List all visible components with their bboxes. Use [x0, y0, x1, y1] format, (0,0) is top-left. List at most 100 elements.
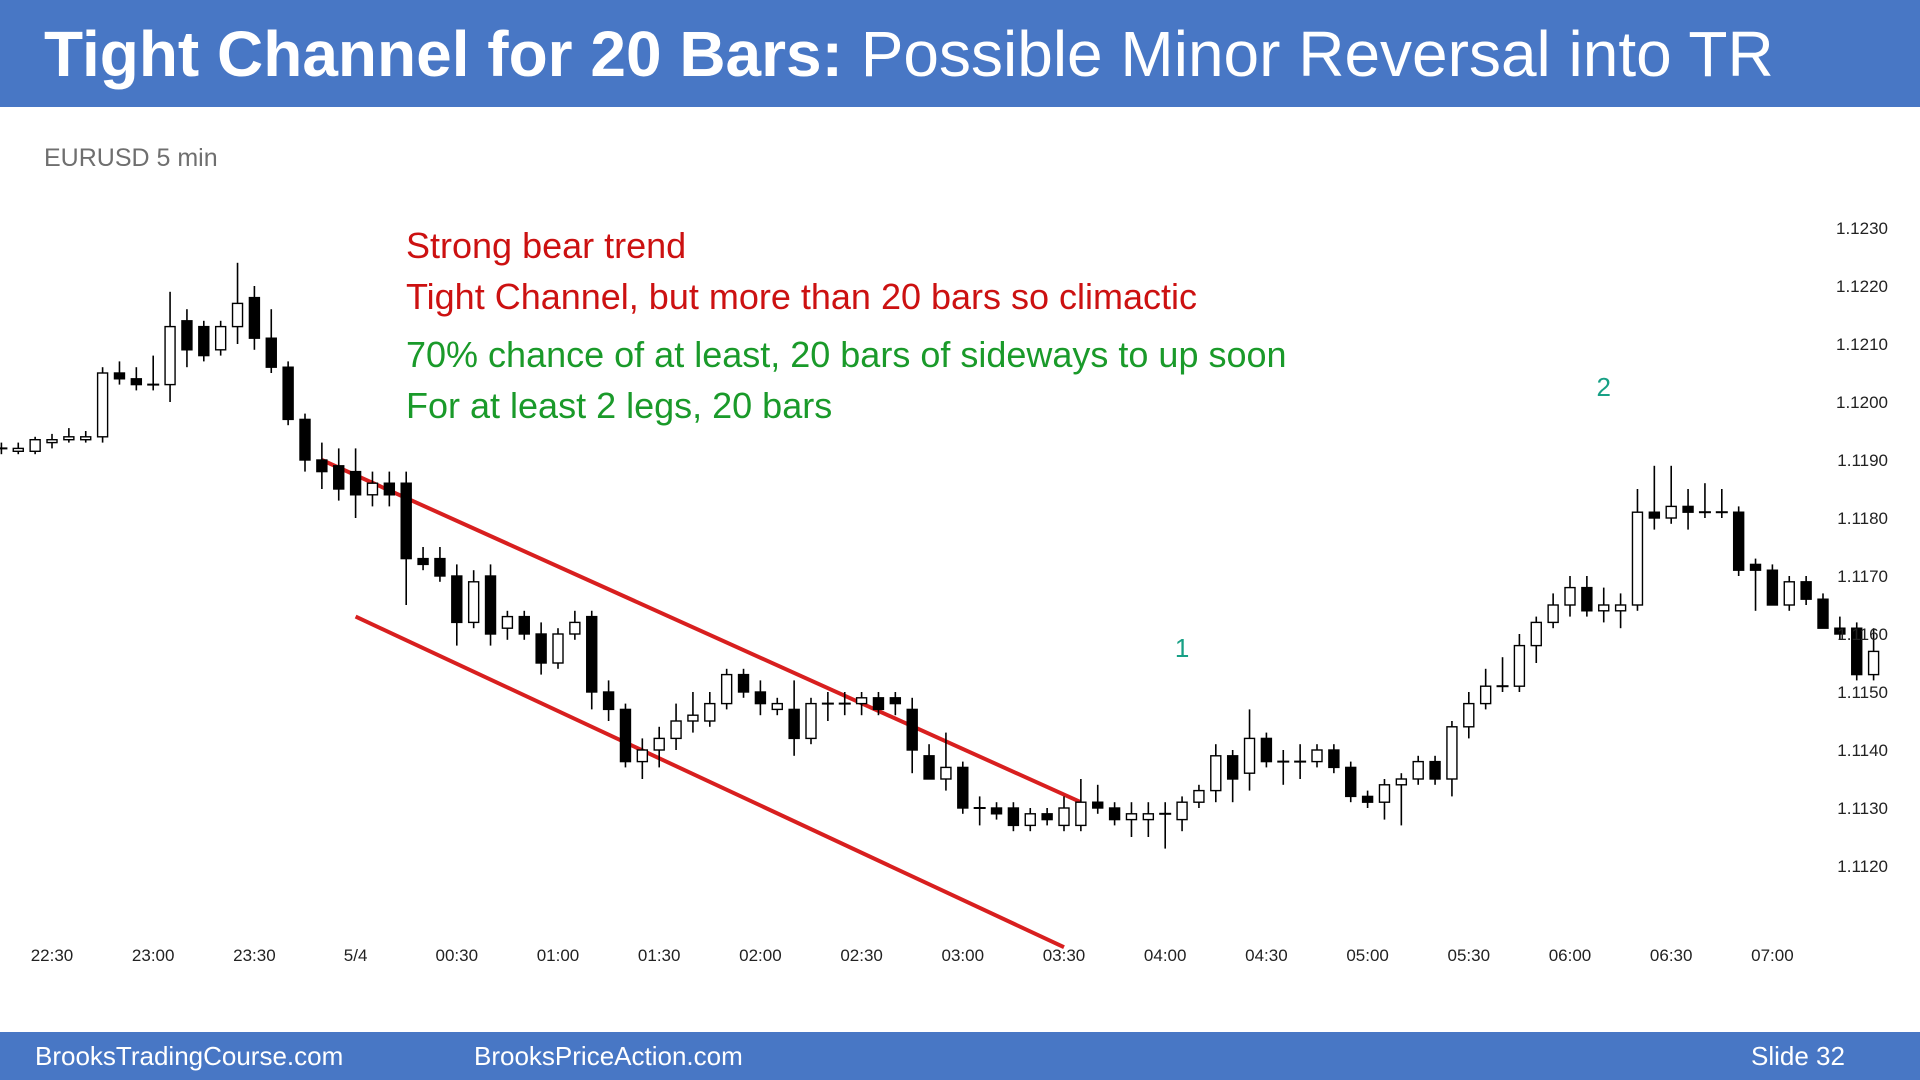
candle-body — [805, 702, 817, 740]
candle — [333, 448, 345, 501]
candle-body — [1817, 598, 1829, 629]
candle-body — [1749, 563, 1762, 571]
candle-body — [96, 372, 109, 438]
candle-body — [552, 633, 564, 664]
candle-body — [467, 581, 480, 624]
candle-body — [1800, 581, 1812, 600]
candle — [1867, 628, 1880, 681]
candle-body — [1783, 581, 1795, 606]
slide-number: Slide 32 — [1751, 1041, 1845, 1071]
candle — [0, 442, 8, 455]
candle-body — [1513, 644, 1526, 687]
candle-body — [737, 673, 750, 693]
annotation-text: For at least 2 legs, 20 bars — [406, 385, 832, 426]
candle — [1311, 744, 1323, 768]
candle-body — [771, 702, 783, 711]
candle-body — [1328, 749, 1340, 769]
candle — [1092, 784, 1104, 814]
candle-body — [1007, 807, 1020, 827]
candle — [1058, 796, 1070, 832]
candle — [1193, 784, 1205, 808]
candle-body — [940, 766, 952, 780]
candle-body — [1665, 505, 1677, 519]
candle — [400, 471, 412, 605]
candle-body — [181, 320, 193, 351]
candle-body — [788, 708, 800, 740]
channel-upper-line — [321, 458, 1082, 805]
leg-labels: 12 — [1175, 372, 1611, 663]
candle — [1024, 808, 1036, 832]
candle — [670, 703, 682, 750]
candle-body — [366, 482, 379, 496]
candle — [80, 431, 92, 443]
candle-body — [889, 697, 902, 705]
candle-body — [12, 447, 24, 452]
candle — [130, 367, 143, 391]
candle — [923, 744, 935, 780]
y-tick-label: 1.1170 — [1837, 567, 1888, 586]
candle — [1463, 692, 1475, 739]
candle — [1361, 790, 1374, 808]
candle-body — [316, 459, 328, 473]
candle — [1142, 802, 1155, 837]
candle-body — [1092, 801, 1104, 809]
candle — [1834, 616, 1846, 640]
annotation-text: Strong bear trend — [406, 225, 686, 266]
x-tick-label: 02:00 — [739, 946, 782, 965]
candle-body — [1682, 505, 1694, 513]
candle-body — [349, 470, 362, 496]
candle-body — [451, 575, 463, 624]
candle — [299, 413, 311, 472]
x-tick-label: 01:30 — [638, 946, 681, 965]
x-tick-label: 03:30 — [1043, 946, 1086, 965]
candle-body — [282, 366, 294, 421]
candle-body — [501, 615, 514, 629]
y-axis: 1.1230 1.1220 1.1210 1.1200 1.1190 1.1180 1.11… — [1836, 219, 1888, 876]
x-tick-label: 00:30 — [436, 946, 479, 965]
x-tick-label: 23:00 — [132, 946, 175, 965]
candle — [906, 697, 918, 774]
candle-body — [1193, 789, 1205, 803]
candle — [214, 320, 227, 356]
candle — [1749, 558, 1762, 611]
candle — [1243, 709, 1256, 791]
candle-body — [1125, 813, 1138, 821]
candle — [1564, 576, 1576, 617]
candle — [1817, 593, 1829, 629]
candle-body — [872, 697, 885, 711]
x-tick-label: 04:00 — [1144, 946, 1187, 965]
candle — [1851, 622, 1863, 681]
candle-body — [990, 807, 1003, 815]
candle — [265, 309, 277, 373]
candle — [1260, 732, 1273, 768]
candle-body — [1598, 604, 1610, 612]
candle — [737, 668, 750, 698]
x-axis: 22:30 23:00 23:30 5/4 00:30 01:00 01:30 02:00 02… — [31, 946, 1794, 965]
y-tick-label: 1.1160 — [1837, 625, 1888, 644]
candle-body — [1075, 801, 1087, 827]
candle-body — [1395, 778, 1408, 786]
candle — [164, 291, 176, 402]
candle-body — [383, 482, 396, 496]
footer-link-brookstradingcourse[interactable]: BrooksTradingCourse.com — [35, 1041, 344, 1071]
y-tick-label: 1.1120 — [1837, 857, 1888, 876]
x-tick-label: 07:00 — [1751, 946, 1794, 965]
y-tick-label: 1.1200 — [1836, 393, 1888, 412]
candle-body — [214, 325, 227, 351]
candle — [771, 697, 783, 716]
x-tick-label: 04:30 — [1245, 946, 1288, 965]
candle — [1547, 593, 1559, 629]
candle — [805, 697, 817, 745]
candle-body — [164, 325, 176, 386]
candle-body — [198, 325, 210, 357]
footer-bar: BrooksTradingCourse.com BrooksPriceActio… — [0, 1032, 1920, 1080]
candle-body — [1243, 737, 1256, 774]
footer-link-brookspriceaction[interactable]: BrooksPriceAction.com — [474, 1041, 743, 1071]
candle — [29, 436, 41, 455]
candle — [552, 628, 564, 669]
x-tick-label: 05:00 — [1346, 946, 1389, 965]
candle — [231, 262, 244, 344]
candle — [1041, 808, 1053, 826]
candle-body — [1851, 627, 1863, 676]
candle — [602, 680, 615, 721]
